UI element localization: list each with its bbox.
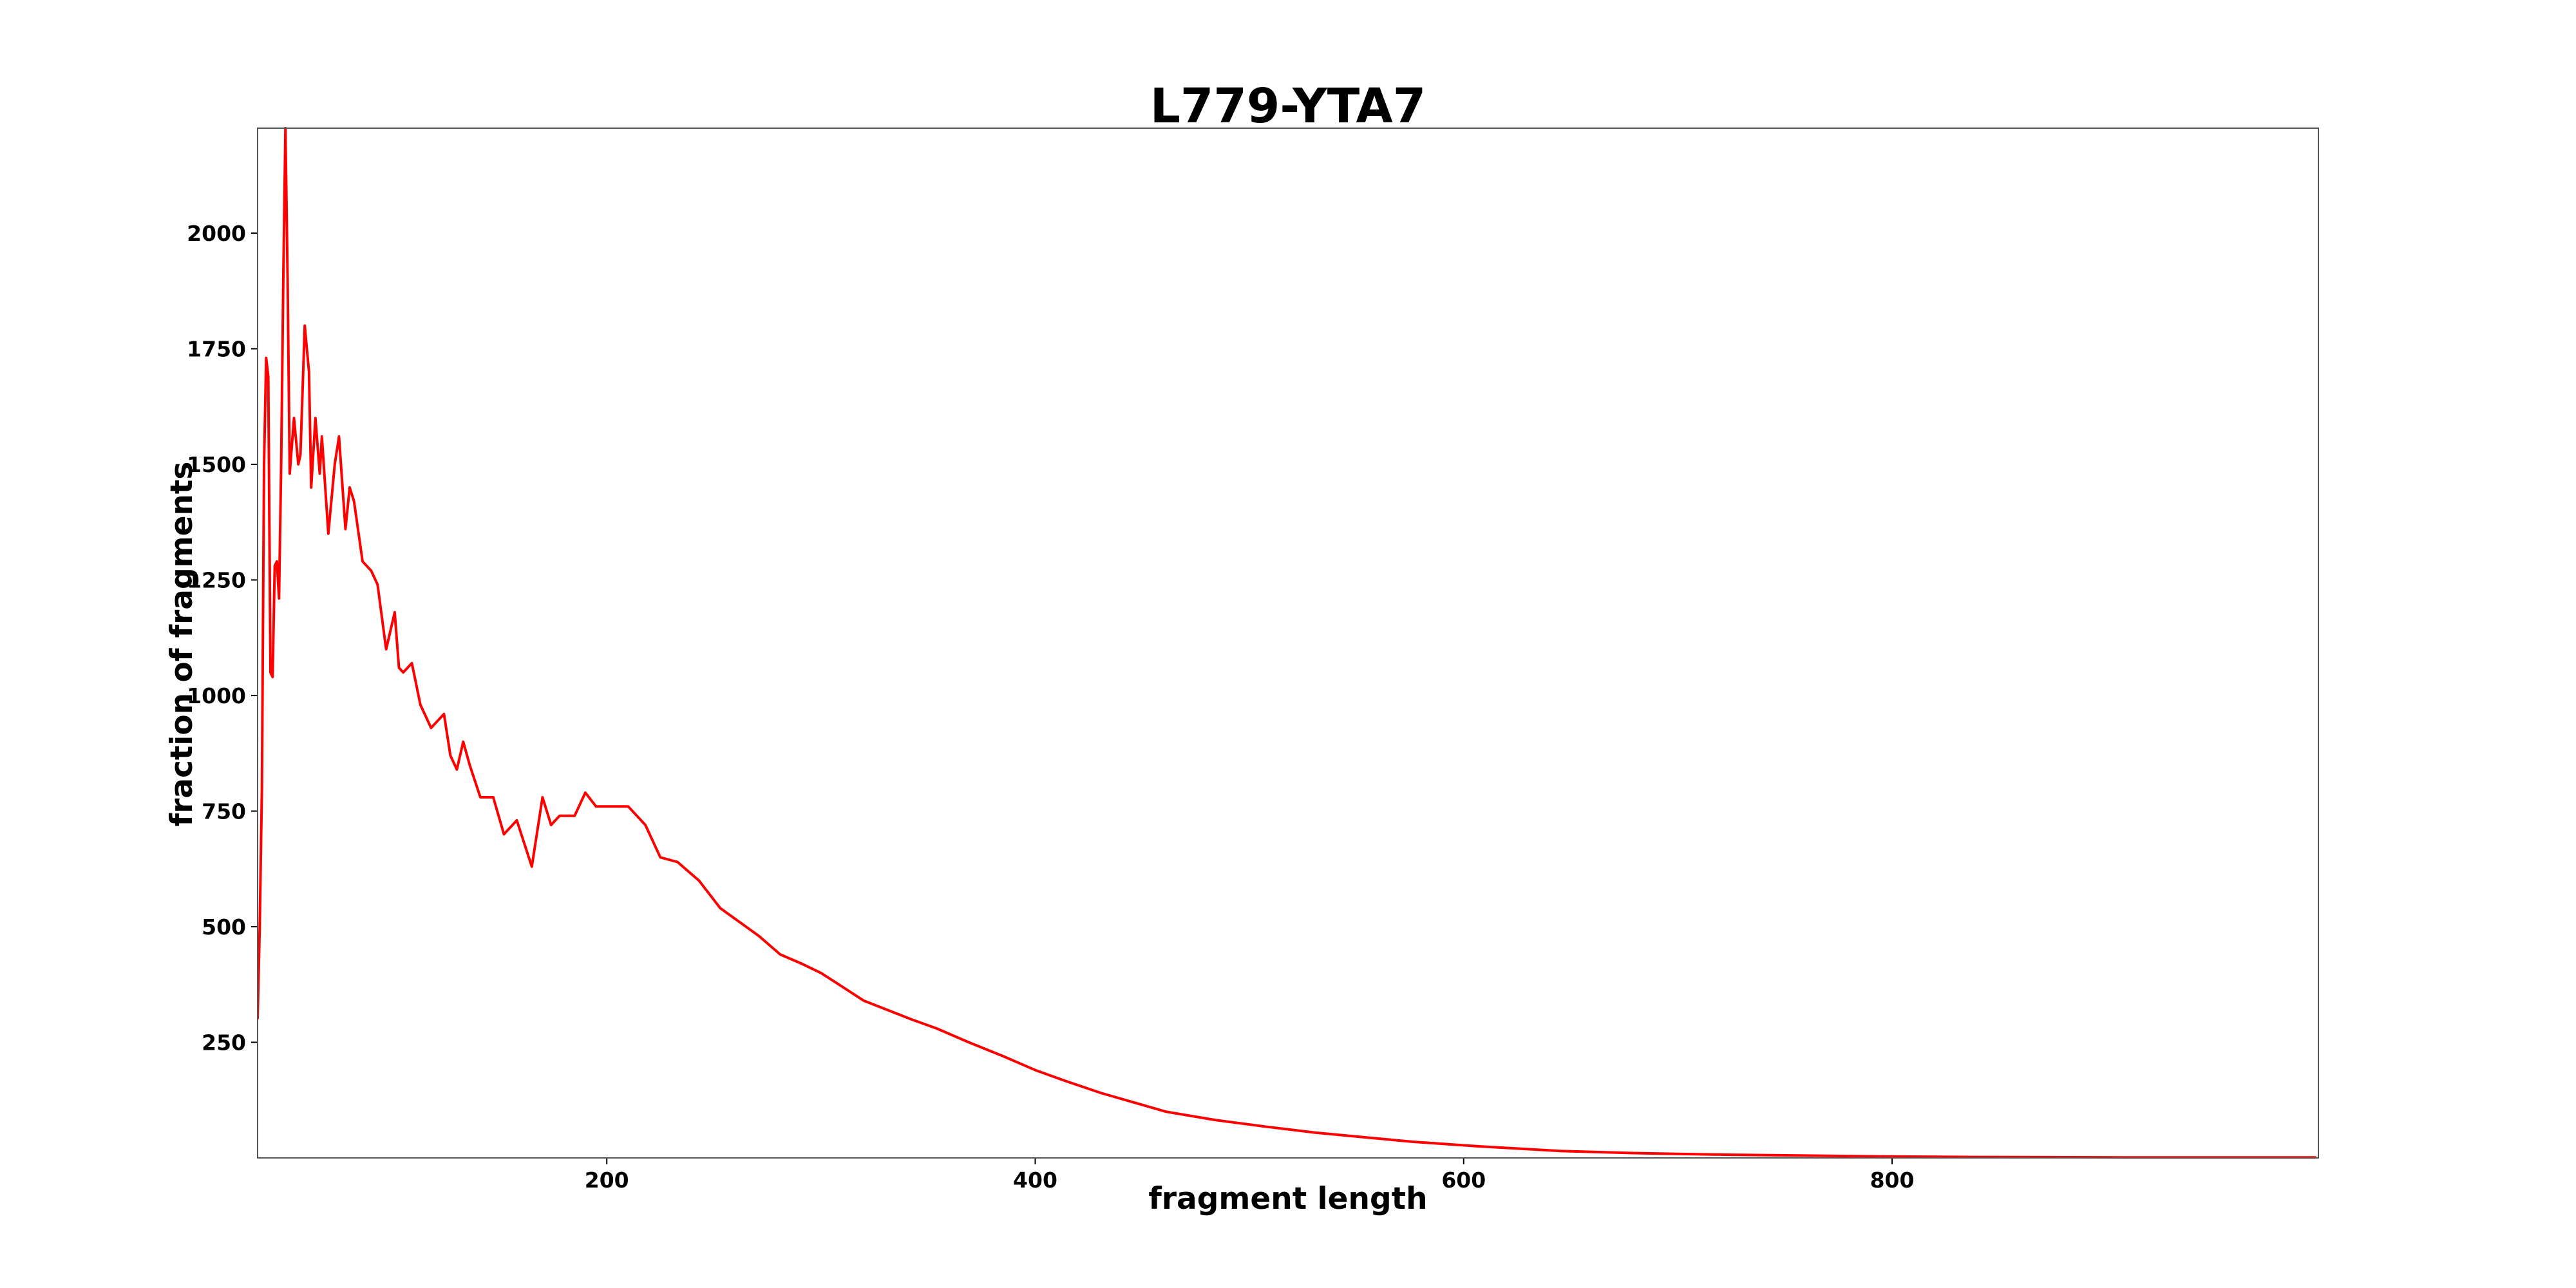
- x-tick-label: 400: [1013, 1168, 1057, 1193]
- data-line: [258, 127, 2316, 1159]
- y-tick-label: 1750: [187, 336, 246, 361]
- plot-frame: [257, 128, 2319, 1159]
- y-tick-label: 1250: [187, 567, 246, 592]
- y-axis-label: fraction of fragments: [164, 462, 200, 827]
- y-tick-label: 250: [202, 1030, 246, 1055]
- x-tick-label: 200: [585, 1168, 629, 1193]
- x-axis-label: fragment length: [1148, 1181, 1427, 1217]
- y-tick-label: 2000: [187, 221, 246, 246]
- y-tick-label: 500: [202, 914, 246, 940]
- chart-title: L779-YTA7: [1150, 79, 1426, 134]
- x-tick-label: 600: [1441, 1168, 1486, 1193]
- y-tick-label: 1000: [187, 683, 246, 708]
- x-tick-label: 800: [1870, 1168, 1915, 1193]
- y-tick-label: 1500: [187, 452, 246, 477]
- y-tick-label: 750: [202, 799, 246, 824]
